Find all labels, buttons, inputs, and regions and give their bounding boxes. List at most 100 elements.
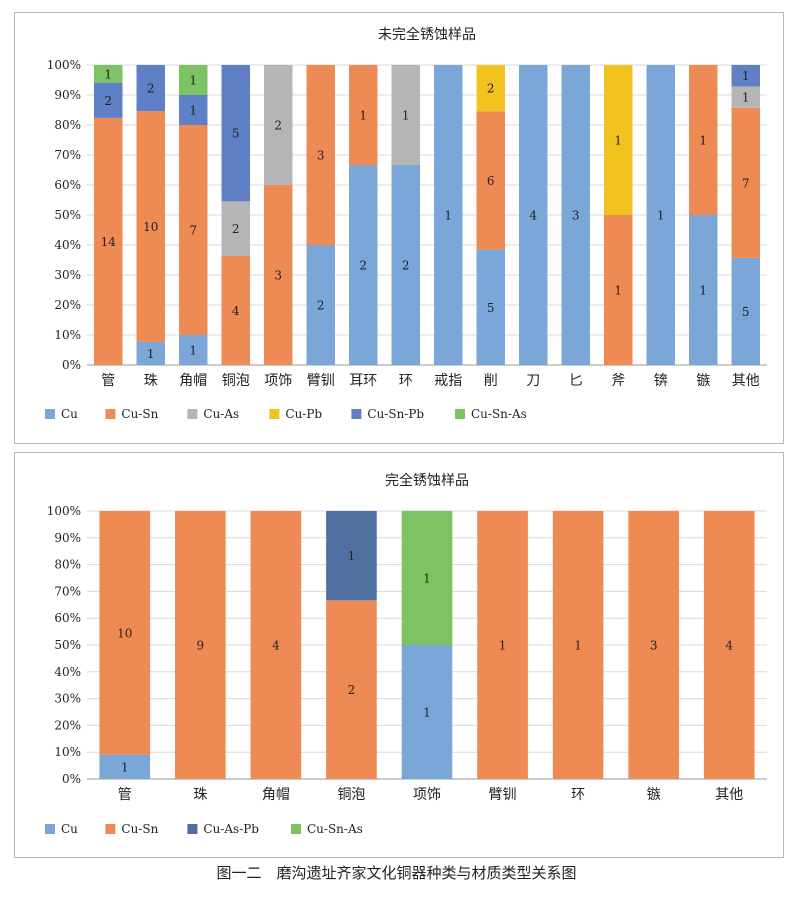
y-tick-label: 50% (54, 638, 81, 652)
data-label: 4 (529, 209, 537, 223)
bar-segment-cu (179, 335, 208, 365)
data-label: 6 (487, 174, 495, 188)
x-tick-label: 角帽 (179, 373, 207, 389)
y-tick-label: 0% (62, 772, 81, 786)
x-tick-label: 项饰 (413, 787, 441, 803)
bar-segment-cu-sn-as (94, 65, 123, 83)
y-tick-label: 90% (54, 531, 81, 545)
bar-segment-cu-sn-as (179, 65, 208, 95)
bar-segment-cu (136, 341, 165, 365)
bar-segment-cu-sn (552, 511, 604, 779)
data-label: 4 (725, 639, 733, 653)
legend-label: Cu-Pb (285, 407, 322, 421)
x-tick-label: 环 (571, 787, 585, 803)
y-tick-label: 20% (54, 718, 81, 732)
data-label: 14 (101, 235, 117, 249)
data-label: 1 (104, 67, 112, 81)
y-tick-label: 70% (54, 584, 81, 598)
x-tick-label: 其他 (732, 373, 760, 389)
bar-segment-cu-sn (326, 600, 377, 779)
legend-label: Cu-As (203, 407, 239, 421)
y-tick-label: 60% (54, 611, 81, 625)
x-tick-label: 铜泡 (337, 787, 365, 803)
bar-segment-cu (391, 165, 420, 365)
x-tick-label: 刀 (526, 373, 540, 389)
x-tick-label: 珠 (193, 787, 207, 803)
legend-swatch-cu-sn-as (291, 824, 301, 834)
bar-segment-cu-sn (179, 125, 208, 335)
bar-segment-cu-sn (264, 185, 293, 365)
legend-swatch-cu-sn-as (455, 409, 465, 419)
data-label: 10 (117, 626, 132, 640)
stacked-bar-chart-uncorroded: 未完全锈蚀样品 0% 10% 20% 30% 40% 50% 60% 70% 80% 90% 100%… (45, 26, 767, 421)
data-label: 9 (197, 639, 205, 653)
legend-swatch-cu-as-pb (187, 824, 198, 834)
y-tick-label: 80% (54, 118, 81, 132)
legend-swatch-cu-pb (269, 409, 280, 419)
data-label: 2 (232, 222, 240, 236)
data-label: 2 (147, 82, 155, 96)
figure-caption: 图一二 磨沟遗址齐家文化铜器种类与材质类型关系图 (216, 864, 577, 882)
bar-segment-cu-sn (175, 511, 226, 779)
data-label: 1 (742, 91, 750, 105)
data-label: 5 (742, 305, 750, 319)
bar-segment-cu-sn (349, 65, 378, 165)
data-label: 2 (348, 683, 356, 697)
bar-segment-cu-as (731, 86, 760, 108)
bar-segment-cu (476, 249, 505, 365)
bar-segment-cu-sn-as (401, 511, 453, 645)
legend-label: Cu-Sn (121, 407, 158, 421)
data-label: 1 (699, 284, 707, 298)
bar-segment-cu-pb (476, 65, 505, 112)
bar-segment-cu (731, 257, 760, 365)
chart-panel-uncorroded: 未完全锈蚀样品 0% 10% 20% 30% 40% 50% 60% 70% 80% 90% 100%… (14, 12, 784, 444)
bar-segment-cu-sn (476, 111, 505, 250)
data-label: 1 (499, 639, 507, 653)
data-label: 2 (317, 299, 325, 313)
bar-segment-cu-sn (689, 65, 718, 215)
data-label: 1 (574, 639, 582, 653)
data-label: 4 (232, 304, 240, 318)
data-label: 2 (402, 259, 410, 273)
bar-segment-cu-sn (94, 117, 123, 365)
bar-segment-cu-sn-pb (136, 65, 165, 112)
legend-label: Cu-Sn-As (307, 822, 363, 836)
x-tick-label: 斧 (611, 373, 625, 389)
bar-segment-cu-sn-pb (179, 95, 208, 125)
x-tick-label: 铜泡 (222, 373, 250, 389)
y-tick-label: 100% (47, 504, 81, 518)
bar-segment-cu-as (391, 65, 420, 165)
legend-swatch-cu (45, 409, 55, 419)
y-tick-label: 10% (54, 328, 81, 342)
x-tick-label: 项饰 (264, 373, 292, 389)
y-tick-label: 50% (54, 208, 81, 222)
data-label: 3 (317, 149, 325, 163)
data-label: 1 (423, 706, 431, 720)
data-label: 1 (402, 109, 410, 123)
data-label: 1 (189, 344, 197, 358)
data-label: 1 (189, 74, 197, 88)
bar-segment-cu-sn (306, 65, 335, 245)
data-label: 3 (572, 209, 580, 223)
bar-segment-cu-sn (477, 511, 528, 779)
x-tick-label: 耳环 (349, 373, 377, 389)
y-tick-label: 10% (54, 745, 81, 759)
y-tick-label: 40% (54, 238, 81, 252)
data-label: 1 (657, 209, 665, 223)
bar-segment-cu-as-pb (326, 511, 377, 601)
data-label: 1 (614, 134, 622, 148)
data-label: 2 (274, 119, 282, 133)
data-label: 1 (742, 69, 750, 83)
data-label: 2 (359, 259, 367, 273)
x-tick-label: 其他 (715, 787, 743, 803)
chart-panel-corroded: 完全锈蚀样品 0% 10% 20% 30% 40% 50% 60% 70% 80% 90% 100% 1… (14, 452, 784, 858)
data-label: 1 (444, 209, 452, 223)
data-label: 3 (650, 639, 658, 653)
bar-segment-cu-sn (628, 511, 679, 779)
bar-segment-cu-sn (99, 511, 151, 755)
data-label: 2 (104, 94, 112, 108)
bar-segment-cu (401, 645, 453, 779)
bar-segment-cu-sn-pb (94, 82, 123, 118)
y-tick-label: 90% (54, 88, 81, 102)
data-label: 1 (348, 549, 356, 563)
